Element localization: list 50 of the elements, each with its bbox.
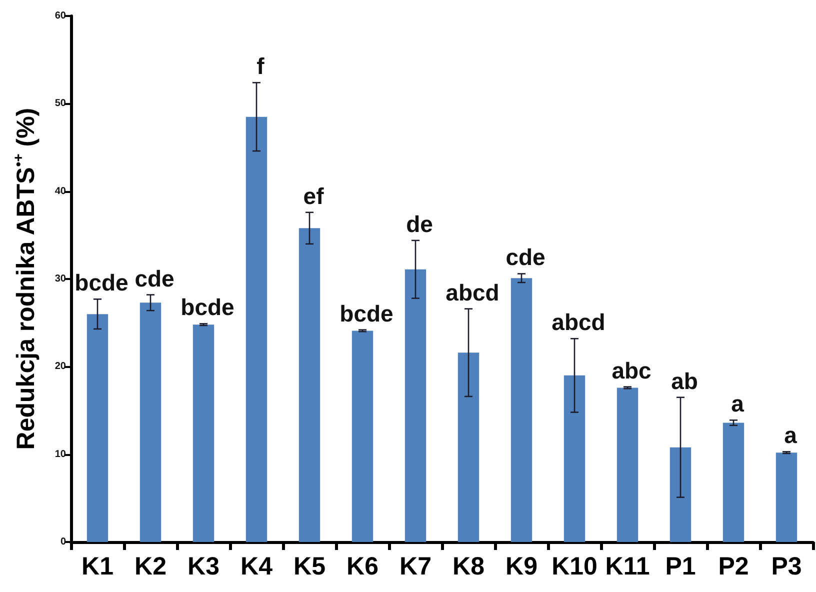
x-tick-label: K9 xyxy=(506,552,538,580)
x-tick-label: K11 xyxy=(605,552,650,580)
bar xyxy=(616,388,638,542)
x-tick-label: K4 xyxy=(240,552,273,580)
annotation: abcd xyxy=(446,279,500,306)
annotation: abc xyxy=(612,357,652,384)
annotation: de xyxy=(406,210,433,237)
y-tick-label: 40 xyxy=(54,186,66,197)
bar xyxy=(670,447,692,542)
x-tick-label: K2 xyxy=(134,552,166,580)
bar xyxy=(140,302,162,542)
annotation: bcde xyxy=(74,270,128,296)
x-tick-label: K3 xyxy=(188,552,220,580)
bar xyxy=(564,375,586,542)
x-tick-label: K10 xyxy=(552,552,598,580)
x-tick-label: K6 xyxy=(346,552,378,580)
annotation: ab xyxy=(671,368,698,394)
bar xyxy=(722,422,744,542)
x-tick-label: K7 xyxy=(400,552,432,580)
bar xyxy=(352,330,374,542)
bar xyxy=(86,314,108,542)
y-tick-label: 50 xyxy=(54,98,66,110)
bar xyxy=(776,452,798,542)
x-tick-label: K1 xyxy=(82,552,114,580)
annotation: cde xyxy=(506,244,546,270)
bar xyxy=(458,352,480,542)
x-tick-label: P1 xyxy=(665,552,696,580)
annotation: bcde xyxy=(180,294,234,320)
annotation: bcde xyxy=(340,300,394,326)
x-tick-label: P3 xyxy=(771,552,802,580)
annotation: a xyxy=(784,422,798,448)
bar xyxy=(246,116,268,542)
y-tick-label: 0 xyxy=(60,536,66,548)
annotation: abcd xyxy=(552,309,606,336)
bar xyxy=(192,324,214,542)
y-tick-label: 10 xyxy=(54,448,66,460)
y-tick-label: 60 xyxy=(54,10,66,22)
x-tick-label: K8 xyxy=(452,552,485,580)
bar xyxy=(404,269,426,542)
y-tick-label: 20 xyxy=(54,361,66,372)
bar xyxy=(510,278,532,542)
y-axis-title: Redukcja rodnika ABTS•+ (%) xyxy=(10,108,40,450)
annotation: a xyxy=(731,390,744,417)
x-tick-label: K5 xyxy=(294,552,326,580)
bar xyxy=(298,228,320,542)
y-tick-label: 30 xyxy=(54,274,66,284)
x-tick-label: P2 xyxy=(718,552,749,580)
annotation: cde xyxy=(134,265,174,292)
annotation: f xyxy=(256,53,265,80)
annotation: ef xyxy=(303,182,324,209)
